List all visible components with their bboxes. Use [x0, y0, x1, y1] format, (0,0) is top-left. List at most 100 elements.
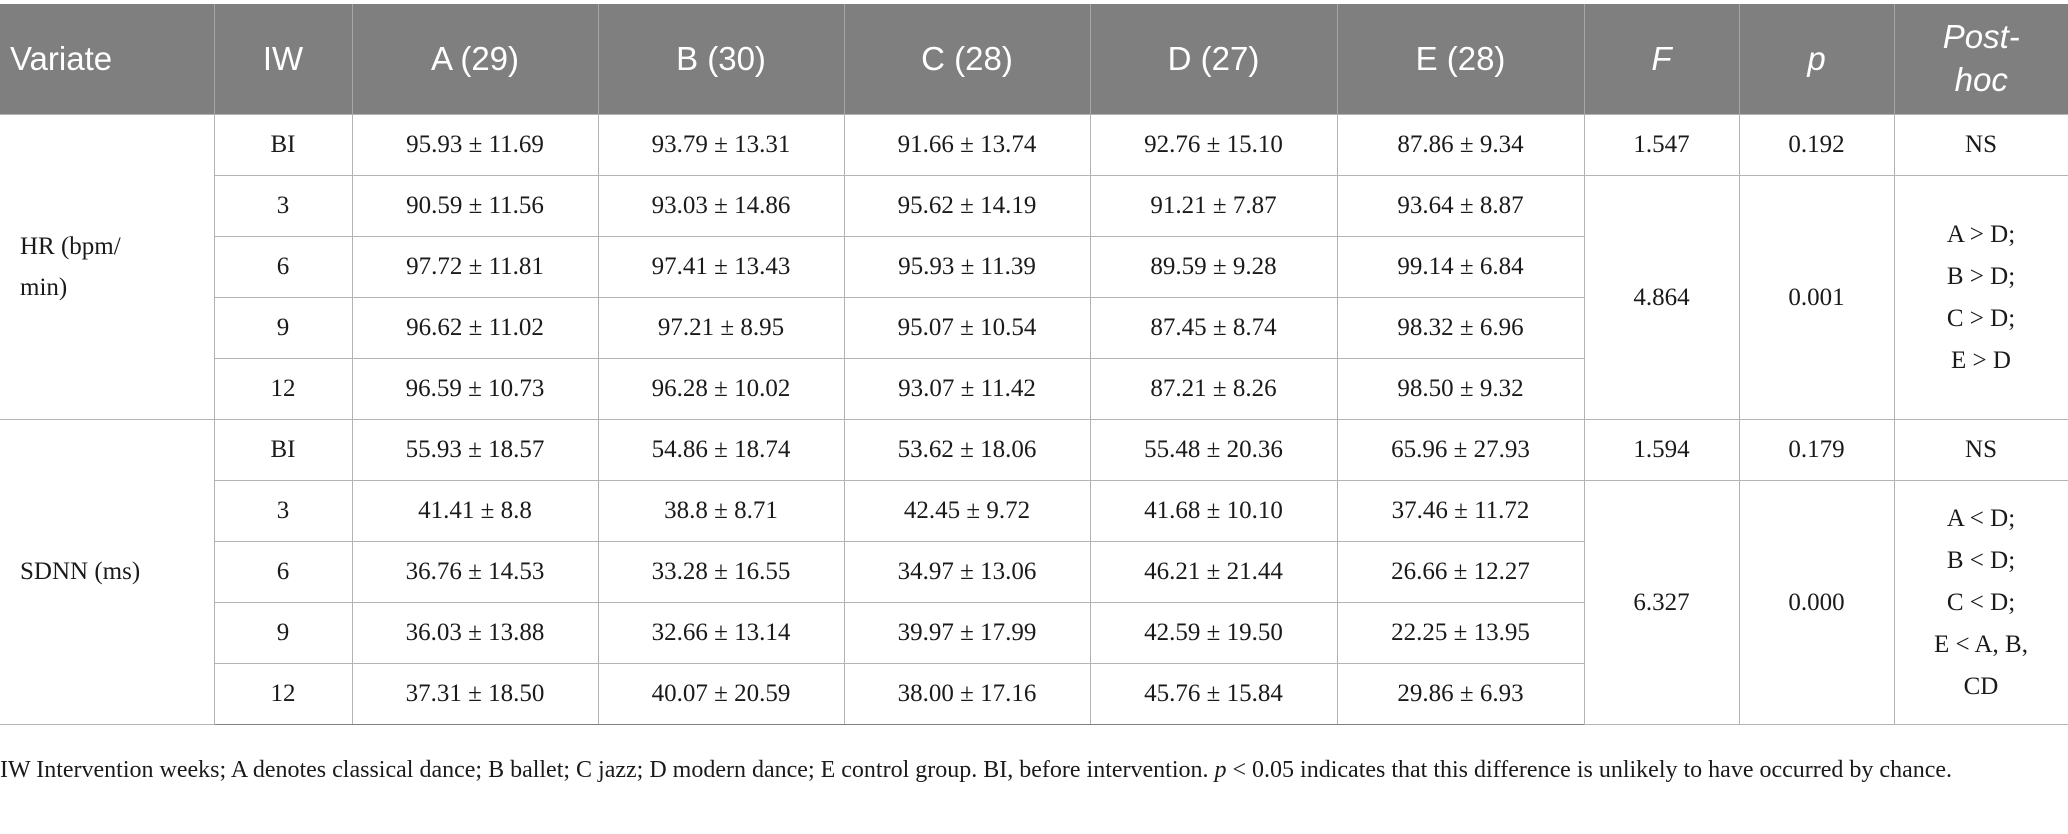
group-c-cell: 95.93 ± 11.39 [843, 236, 1091, 298]
group-a-cell: 36.03 ± 13.88 [351, 602, 599, 664]
group-e-cell: 37.46 ± 11.72 [1336, 480, 1585, 542]
posthoc-line: A > D; [1946, 220, 2016, 248]
header-group-a: A (29) [351, 4, 598, 115]
group-b-cell: 33.28 ± 16.55 [597, 541, 845, 603]
table-row: 12 37.31 ± 18.50 40.07 ± 20.59 38.00 ± 17.1… [0, 663, 2068, 725]
group-d-cell: 42.59 ± 19.50 [1089, 602, 1338, 664]
header-posthoc: Post-hoc [1893, 4, 2068, 115]
group-c-cell: 42.45 ± 9.72 [843, 480, 1091, 542]
group-d-cell: 41.68 ± 10.10 [1089, 480, 1338, 542]
group-c-cell: 53.62 ± 18.06 [843, 419, 1091, 481]
group-c-cell: 34.97 ± 13.06 [843, 541, 1091, 603]
group-d-cell: 91.21 ± 7.87 [1089, 175, 1338, 237]
results-table: Variate IW A (29) B (30) C (28) D (27) E… [0, 4, 2068, 725]
posthoc-line: CD [1963, 672, 1999, 700]
group-a-cell: 41.41 ± 8.8 [351, 480, 599, 542]
group-c-cell: 38.00 ± 17.16 [843, 663, 1091, 725]
f-cell: 6.327 [1583, 480, 1740, 725]
iw-cell: 9 [213, 297, 353, 359]
table-footnote: IW Intervention weeks; A denotes classic… [0, 752, 2060, 789]
iw-cell: 6 [213, 236, 353, 298]
group-b-cell: 32.66 ± 13.14 [597, 602, 845, 664]
group-c-cell: 39.97 ± 17.99 [843, 602, 1091, 664]
iw-cell: BI [213, 419, 353, 481]
header-iw: IW [213, 4, 352, 115]
group-e-cell: 87.86 ± 9.34 [1336, 114, 1585, 176]
header-row: Variate IW A (29) B (30) C (28) D (27) E… [0, 4, 2068, 115]
footnote-text-end: < 0.05 indicates that this difference is… [1226, 757, 1953, 783]
iw-cell: 12 [213, 663, 353, 725]
group-b-cell: 93.03 ± 14.86 [597, 175, 845, 237]
header-variate: Variate [0, 4, 214, 115]
table-row: 9 36.03 ± 13.88 32.66 ± 13.14 39.97 ± 17.99… [0, 602, 2068, 664]
group-e-cell: 98.32 ± 6.96 [1336, 297, 1585, 359]
group-d-cell: 46.21 ± 21.44 [1089, 541, 1338, 603]
header-group-e: E (28) [1336, 4, 1584, 115]
f-cell: 1.594 [1583, 419, 1740, 481]
header-p: p [1738, 4, 1894, 115]
header-group-c: C (28) [843, 4, 1090, 115]
group-c-cell: 95.07 ± 10.54 [843, 297, 1091, 359]
group-a-cell: 55.93 ± 18.57 [351, 419, 599, 481]
table-body: HR (bpm/min) BI 95.93 ± 11.69 93.79 ± 13.31… [0, 114, 2068, 725]
variate-label-line: HR (bpm/ [20, 232, 121, 260]
group-d-cell: 55.48 ± 20.36 [1089, 419, 1338, 481]
group-e-cell: 22.25 ± 13.95 [1336, 602, 1585, 664]
f-cell: 4.864 [1583, 175, 1740, 420]
group-a-cell: 96.59 ± 10.73 [351, 358, 599, 420]
group-e-cell: 98.50 ± 9.32 [1336, 358, 1585, 420]
posthoc-line: C > D; [1946, 304, 2016, 332]
iw-cell: 6 [213, 541, 353, 603]
table-row: 12 96.59 ± 10.73 96.28 ± 10.02 93.07 ± 11.4… [0, 358, 2068, 420]
group-b-cell: 40.07 ± 20.59 [597, 663, 845, 725]
footnote-p-symbol: p [1214, 757, 1227, 783]
table-row: 9 96.62 ± 11.02 97.21 ± 8.95 95.07 ± 10.54 8… [0, 297, 2068, 359]
posthoc-cell: A > D; B > D; C > D; E > D [1893, 175, 2068, 420]
group-c-cell: 95.62 ± 14.19 [843, 175, 1091, 237]
group-b-cell: 97.21 ± 8.95 [597, 297, 845, 359]
variate-label-line: min) [20, 274, 68, 301]
group-c-cell: 91.66 ± 13.74 [843, 114, 1091, 176]
group-e-cell: 65.96 ± 27.93 [1336, 419, 1585, 481]
header-f: F [1583, 4, 1739, 115]
posthoc-line: C < D; [1946, 588, 2016, 616]
header-group-b: B (30) [597, 4, 844, 115]
group-e-cell: 99.14 ± 6.84 [1336, 236, 1585, 298]
group-a-cell: 90.59 ± 11.56 [351, 175, 599, 237]
group-b-cell: 38.8 ± 8.71 [597, 480, 845, 542]
p-cell: 0.001 [1738, 175, 1895, 420]
group-e-cell: 93.64 ± 8.87 [1336, 175, 1585, 237]
group-a-cell: 36.76 ± 14.53 [351, 541, 599, 603]
iw-cell: 9 [213, 602, 353, 664]
posthoc-line: A < D; [1946, 504, 2016, 532]
table-row: 3 41.41 ± 8.8 38.8 ± 8.71 42.45 ± 9.72 41.68… [0, 480, 2068, 725]
variate-label-line: SDNN (ms) [20, 558, 141, 586]
table-row: 6 97.72 ± 11.81 97.41 ± 13.43 95.93 ± 11.39… [0, 236, 2068, 298]
iw-cell: 3 [213, 480, 353, 542]
group-d-cell: 45.76 ± 15.84 [1089, 663, 1338, 725]
f-cell: 1.547 [1583, 114, 1740, 176]
posthoc-cell: NS [1893, 419, 2068, 481]
posthoc-line: B < D; [1946, 546, 2016, 574]
group-b-cell: 97.41 ± 13.43 [597, 236, 845, 298]
group-a-cell: 97.72 ± 11.81 [351, 236, 599, 298]
table-row: 3 90.59 ± 11.56 93.03 ± 14.86 95.62 ± 14.19… [0, 175, 2068, 420]
posthoc-line: E > D [1951, 346, 2011, 374]
footnote-text: IW Intervention weeks; A denotes classic… [0, 757, 1215, 783]
posthoc-cell: A < D; B < D; C < D; E < A, B, CD [1893, 480, 2068, 725]
header-group-d: D (27) [1089, 4, 1337, 115]
group-e-cell: 26.66 ± 12.27 [1336, 541, 1585, 603]
group-a-cell: 96.62 ± 11.02 [351, 297, 599, 359]
table-row: HR (bpm/min) BI 95.93 ± 11.69 93.79 ± 13.31… [0, 114, 2068, 420]
posthoc-line: E < A, B, [1934, 630, 2028, 658]
group-b-cell: 54.86 ± 18.74 [597, 419, 845, 481]
group-a-cell: 95.93 ± 11.69 [351, 114, 599, 176]
table-row: SDNN (ms) BI 55.93 ± 18.57 54.86 ± 18.74 53.… [0, 419, 2068, 725]
p-cell: 0.000 [1738, 480, 1895, 725]
group-d-cell: 92.76 ± 15.10 [1089, 114, 1338, 176]
group-b-cell: 93.79 ± 13.31 [597, 114, 845, 176]
group-a-cell: 37.31 ± 18.50 [351, 663, 599, 725]
posthoc-line: B > D; [1946, 262, 2016, 290]
p-cell: 0.179 [1738, 419, 1895, 481]
variate-cell: SDNN (ms) [0, 419, 215, 725]
